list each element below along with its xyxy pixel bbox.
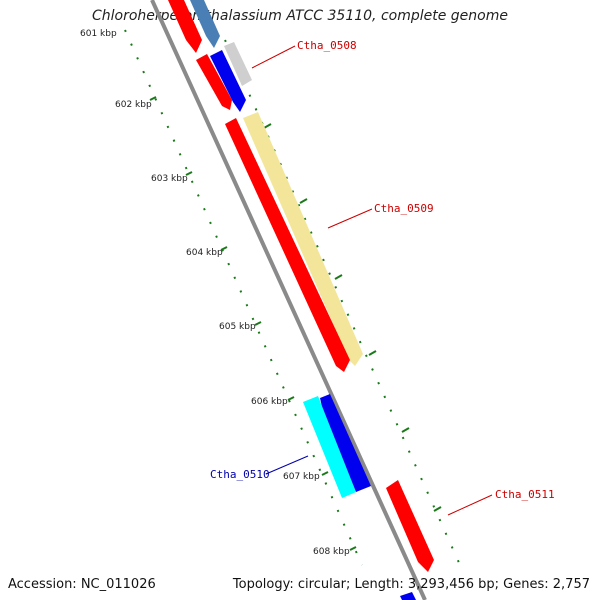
tick-label-604: 604 kbp: [186, 248, 223, 258]
major-tick: [349, 546, 357, 551]
major-tick: [149, 96, 157, 101]
inner-major-ticks: [149, 96, 357, 551]
tick-label-603: 603 kbp: [151, 174, 188, 184]
tick-label-605: 605 kbp: [219, 322, 256, 332]
gene-feature-red-3[interactable]: [225, 118, 350, 372]
gene-feature-top-steel[interactable]: [190, 0, 220, 48]
tick-label-602: 602 kbp: [115, 100, 152, 110]
gene-feature-cyan[interactable]: [303, 396, 356, 498]
major-tick: [368, 350, 377, 356]
gene-feature-top-red[interactable]: [168, 0, 202, 53]
gene-feature-bottom-blue[interactable]: [400, 592, 416, 600]
major-tick: [287, 396, 295, 401]
major-tick: [433, 506, 442, 512]
major-tick: [401, 427, 410, 433]
gene-label-ctha0508[interactable]: Ctha_0508: [297, 39, 357, 52]
gene-feature-blue-lower[interactable]: [320, 394, 371, 492]
topology-label: Topology: circular; Length: 3,293,456 bp…: [232, 577, 590, 592]
accession-label: Accession: NC_011026: [8, 577, 156, 592]
gene-feature-red-2[interactable]: [196, 54, 232, 110]
tick-label-601: 601 kbp: [80, 29, 117, 39]
leader-line-ctha0508: [251, 45, 296, 69]
tick-label-608: 608 kbp: [313, 547, 350, 557]
leader-line-ctha0509: [327, 208, 373, 229]
tick-label-606: 606 kbp: [251, 397, 288, 407]
tick-label-607: 607 kbp: [283, 472, 320, 482]
major-tick: [220, 246, 228, 251]
major-tick: [254, 321, 262, 326]
major-tick: [334, 274, 343, 280]
gene-feature-grey-segment[interactable]: [224, 42, 252, 86]
gene-label-ctha0509[interactable]: Ctha_0509: [374, 202, 434, 215]
gene-label-ctha0510[interactable]: Ctha_0510: [210, 468, 270, 481]
major-tick: [299, 198, 308, 204]
major-tick: [263, 123, 272, 129]
leader-line-ctha0511: [447, 494, 493, 516]
gene-feature-ctha0511[interactable]: [386, 480, 434, 572]
gene-feature-ctha0509[interactable]: [243, 112, 363, 366]
leader-line-ctha0510: [265, 455, 309, 475]
gene-feature-ctha0508-blue[interactable]: [210, 50, 246, 112]
major-tick: [321, 471, 329, 476]
gene-label-ctha0511[interactable]: Ctha_0511: [495, 488, 555, 501]
genome-backbone: [150, 0, 427, 600]
major-tick: [185, 171, 193, 176]
